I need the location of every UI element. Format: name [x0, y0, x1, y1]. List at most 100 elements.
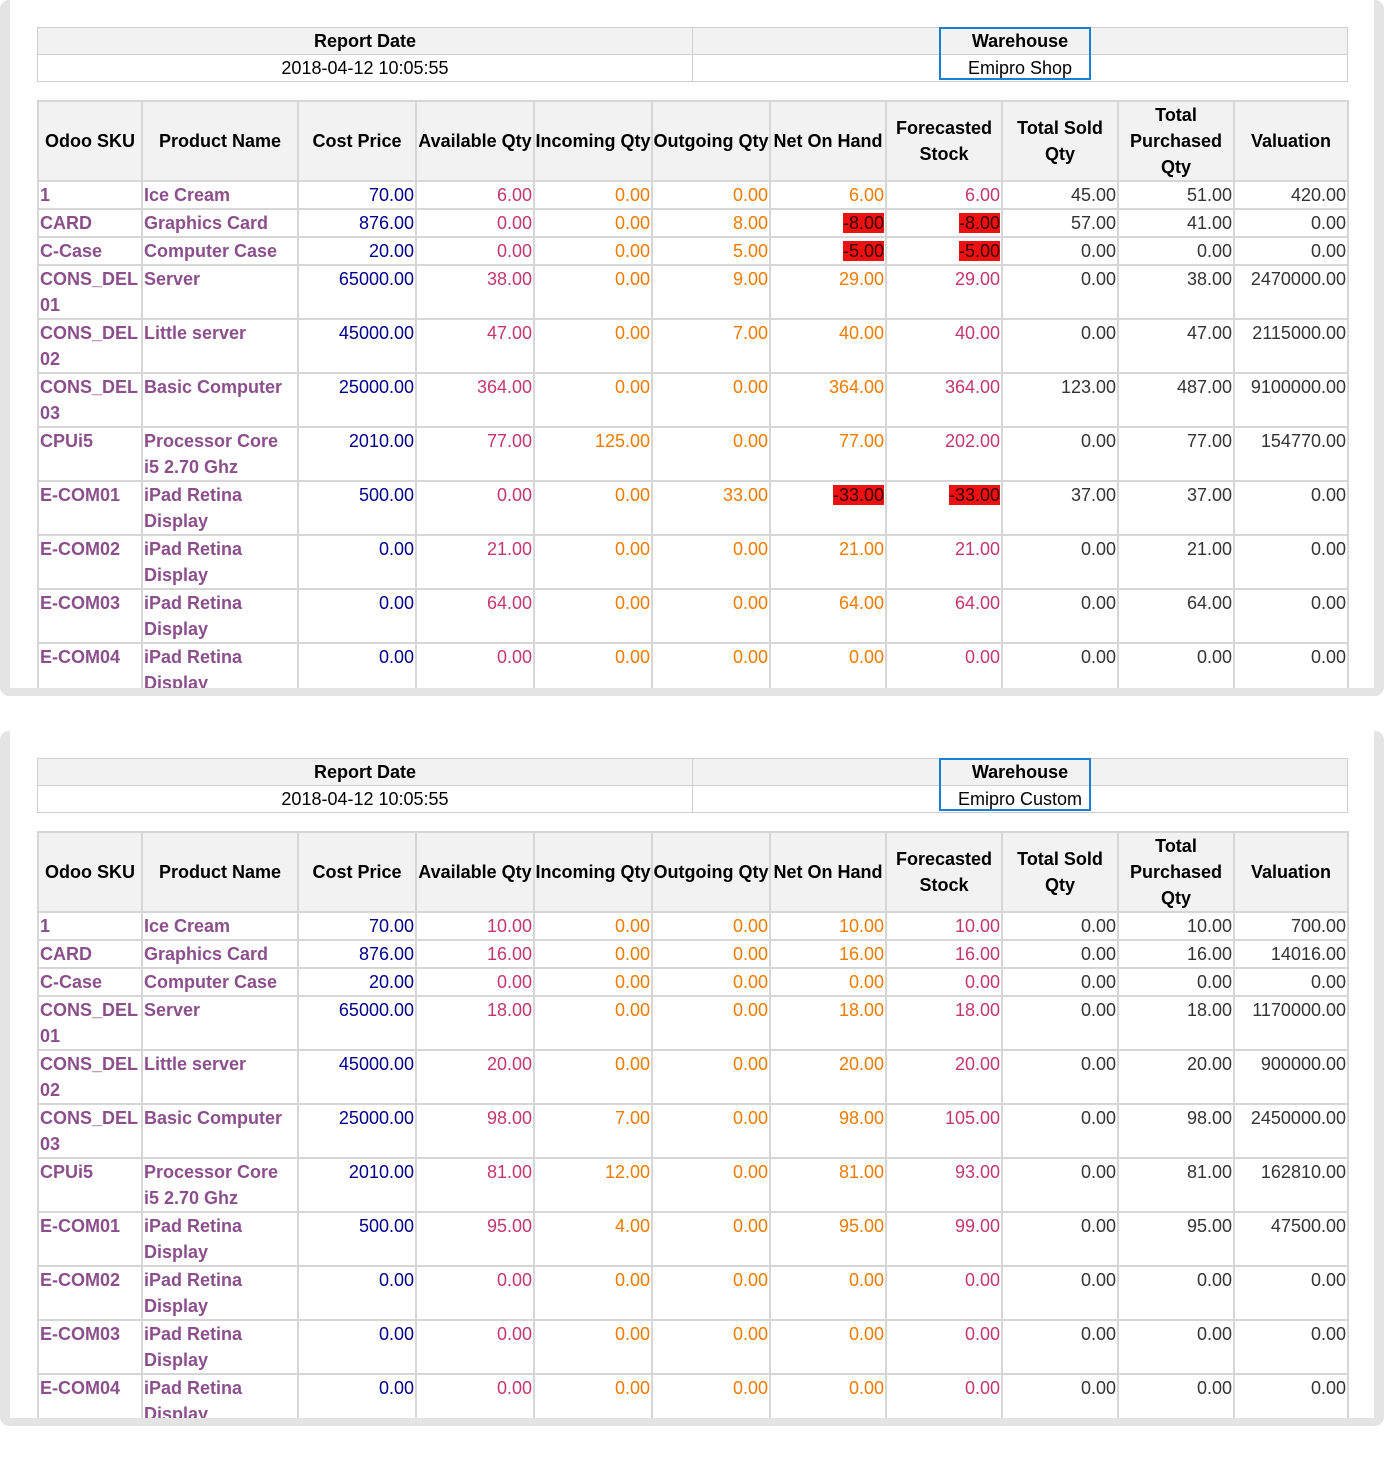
cell-fore: 99.00 — [885, 1211, 1003, 1267]
negative-value-highlight: -5.00 — [958, 241, 1000, 261]
column-header-out: Outgoing Qty — [651, 100, 771, 182]
cell-net: 0.00 — [769, 1265, 887, 1321]
cell-out: 0.00 — [651, 180, 771, 210]
cell-cost: 2010.00 — [297, 1157, 417, 1213]
cell-out: 0.00 — [651, 1319, 771, 1375]
report-sheet: Report Date Warehouse 2018-04-12 10:05:5… — [10, 0, 1374, 688]
cell-out: 5.00 — [651, 236, 771, 266]
cell-fore: 364.00 — [885, 372, 1003, 428]
cell-net: 0.00 — [769, 642, 887, 688]
cell-sold: 0.00 — [1001, 318, 1119, 374]
cell-net: -5.00 — [769, 236, 887, 266]
table-body: 1 Ice Cream 70.00 10.00 0.00 0.00 10.00 10.00 0.… — [37, 911, 1349, 1418]
cell-inc: 0.00 — [533, 180, 653, 210]
cell-net: 81.00 — [769, 1157, 887, 1213]
cell-out: 0.00 — [651, 642, 771, 688]
cell-fore: -5.00 — [885, 236, 1003, 266]
negative-value-highlight: -8.00 — [842, 213, 884, 233]
cell-sold: 0.00 — [1001, 1265, 1119, 1321]
cell-cost: 20.00 — [297, 967, 417, 997]
cell-fore: 21.00 — [885, 534, 1003, 590]
cell-sku: C-Case — [37, 236, 143, 266]
cell-out: 0.00 — [651, 588, 771, 644]
cell-sold: 0.00 — [1001, 1103, 1119, 1159]
cell-fore: 0.00 — [885, 1265, 1003, 1321]
cell-val: 1170000.00 — [1233, 995, 1349, 1051]
cell-net: 40.00 — [769, 318, 887, 374]
cell-inc: 0.00 — [533, 534, 653, 590]
cell-fore: 0.00 — [885, 1373, 1003, 1418]
table-row: CONS_DEL 02 Little server 45000.00 20.00 0.0… — [37, 1049, 1349, 1105]
cell-inc: 0.00 — [533, 264, 653, 320]
negative-value-highlight: -5.00 — [842, 241, 884, 261]
table-row: E-COM04 iPad Retina Display 0.00 0.00 0.00 0.… — [37, 642, 1349, 688]
cell-cost: 0.00 — [297, 642, 417, 688]
cell-sku: E-COM01 — [37, 1211, 143, 1267]
cell-purch: 0.00 — [1117, 236, 1235, 266]
cell-inc: 0.00 — [533, 480, 653, 536]
cell-avail: 38.00 — [415, 264, 535, 320]
warehouse-value: Emipro Custom — [957, 788, 1083, 809]
cell-out: 0.00 — [651, 995, 771, 1051]
cell-fore: 202.00 — [885, 426, 1003, 482]
cell-purch: 38.00 — [1117, 264, 1235, 320]
report-meta-table: Report Date Warehouse 2018-04-12 10:05:5… — [37, 27, 1348, 82]
table-row: CONS_DEL 03 Basic Computer 25000.00 364.00 0… — [37, 372, 1349, 428]
cell-net: 0.00 — [769, 1319, 887, 1375]
column-header-sold: Total Sold Qty — [1001, 831, 1119, 913]
cell-avail: 0.00 — [415, 236, 535, 266]
cell-inc: 0.00 — [533, 995, 653, 1051]
cell-val: 2450000.00 — [1233, 1103, 1349, 1159]
table-row: CARD Graphics Card 876.00 16.00 0.00 0.00 16.0… — [37, 939, 1349, 969]
cell-purch: 98.00 — [1117, 1103, 1235, 1159]
cell-purch: 81.00 — [1117, 1157, 1235, 1213]
cell-sku: E-COM04 — [37, 642, 143, 688]
cell-avail: 77.00 — [415, 426, 535, 482]
table-row: E-COM01 iPad Retina Display 500.00 95.00 4.0… — [37, 1211, 1349, 1267]
warehouse-value: Emipro Shop — [967, 57, 1073, 78]
cell-net: 16.00 — [769, 939, 887, 969]
cell-avail: 18.00 — [415, 995, 535, 1051]
cell-sku: E-COM03 — [37, 1319, 143, 1375]
cell-out: 0.00 — [651, 426, 771, 482]
cell-net: 98.00 — [769, 1103, 887, 1159]
cell-purch: 0.00 — [1117, 1265, 1235, 1321]
cell-inc: 125.00 — [533, 426, 653, 482]
column-header-inc: Incoming Qty — [533, 100, 653, 182]
cell-val: 9100000.00 — [1233, 372, 1349, 428]
cell-avail: 0.00 — [415, 1373, 535, 1418]
column-header-inc: Incoming Qty — [533, 831, 653, 913]
cell-fore: -8.00 — [885, 208, 1003, 238]
cell-sku: CONS_DEL 03 — [37, 1103, 143, 1159]
cell-sold: 123.00 — [1001, 372, 1119, 428]
column-header-purch: Total Purchased Qty — [1117, 100, 1235, 182]
cell-cost: 2010.00 — [297, 426, 417, 482]
cell-purch: 10.00 — [1117, 911, 1235, 941]
cell-net: 95.00 — [769, 1211, 887, 1267]
cell-sold: 45.00 — [1001, 180, 1119, 210]
cell-out: 8.00 — [651, 208, 771, 238]
warehouse-value-cell: Emipro Shop — [692, 54, 1348, 82]
cell-purch: 21.00 — [1117, 534, 1235, 590]
cell-name: iPad Retina Display — [141, 1211, 299, 1267]
table-header-row: Odoo SKU Product Name Cost Price Available … — [37, 831, 1349, 913]
cell-inc: 12.00 — [533, 1157, 653, 1213]
cell-sku: CONS_DEL 03 — [37, 372, 143, 428]
table-row: 1 Ice Cream 70.00 10.00 0.00 0.00 10.00 10.00 0.… — [37, 911, 1349, 941]
cell-net: 21.00 — [769, 534, 887, 590]
column-header-avail: Available Qty — [415, 100, 535, 182]
cell-sold: 37.00 — [1001, 480, 1119, 536]
cell-fore: 10.00 — [885, 911, 1003, 941]
cell-fore: 16.00 — [885, 939, 1003, 969]
cell-inc: 0.00 — [533, 1319, 653, 1375]
cell-name: iPad Retina Display — [141, 1373, 299, 1418]
cell-avail: 0.00 — [415, 642, 535, 688]
cell-cost: 0.00 — [297, 588, 417, 644]
cell-sold: 0.00 — [1001, 1049, 1119, 1105]
column-header-fore: Forecasted Stock — [885, 100, 1003, 182]
cell-sold: 0.00 — [1001, 1373, 1119, 1418]
column-header-sold: Total Sold Qty — [1001, 100, 1119, 182]
cell-fore: 29.00 — [885, 264, 1003, 320]
cell-cost: 500.00 — [297, 480, 417, 536]
cell-name: Computer Case — [141, 967, 299, 997]
